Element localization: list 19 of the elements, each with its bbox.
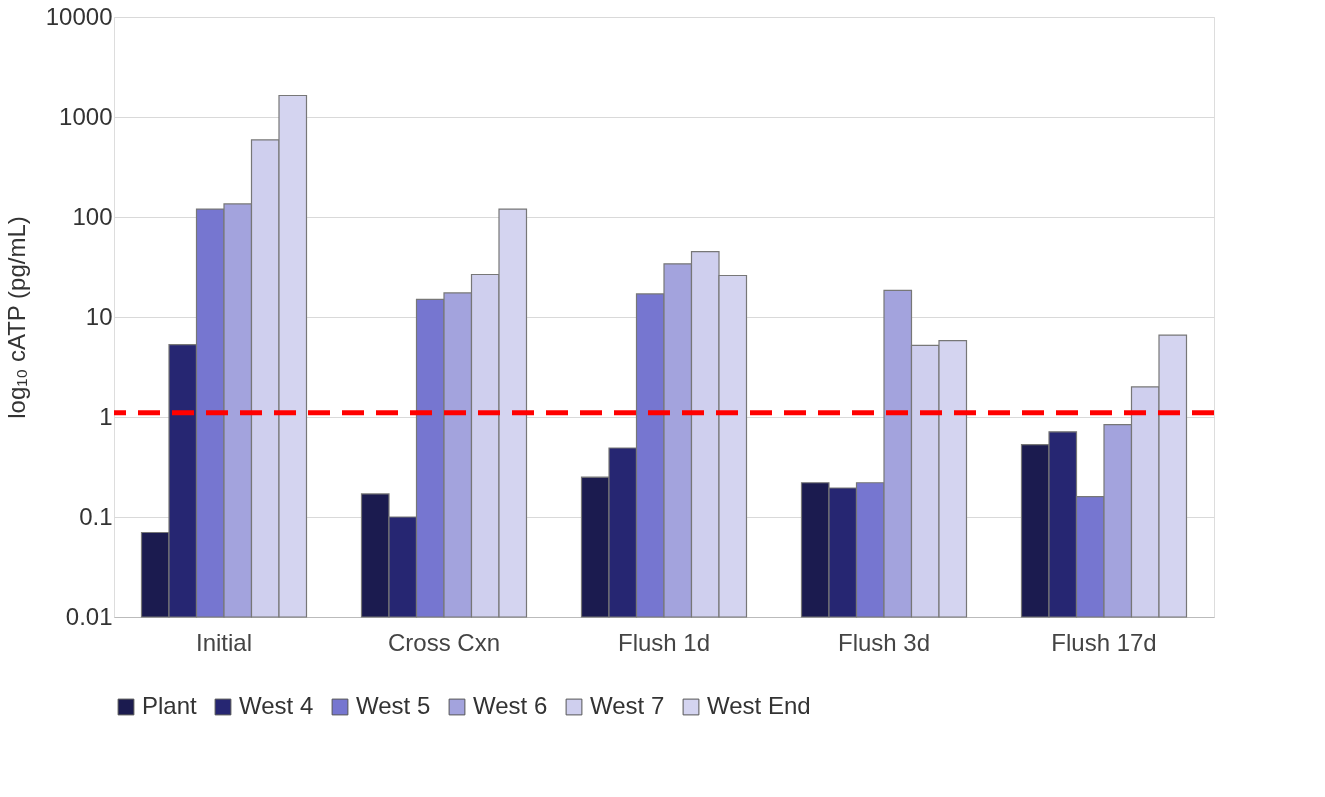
- x-tick-label: Flush 1d: [617, 628, 711, 656]
- y-tick-label: 0.01: [65, 602, 113, 630]
- x-tick-label: Cross Cxn: [387, 628, 501, 656]
- y-tick-label: 0.1: [79, 502, 113, 530]
- legend-label: Plant: [142, 692, 198, 719]
- x-tick-label: Flush 3d: [837, 628, 931, 656]
- x-tick-label: Initial: [195, 628, 253, 656]
- y-tick-label: 10000: [45, 2, 113, 30]
- legend-label: West 6: [473, 692, 548, 719]
- x-tick-label: Flush 17d: [1051, 628, 1157, 656]
- y-tick-label: 1000: [59, 102, 113, 130]
- legend-label: West End: [707, 692, 811, 719]
- legend-label: West 7: [590, 692, 665, 719]
- y-tick-label: 10: [85, 302, 113, 330]
- y-axis-title: log₁₀ cATP (pg/mL): [2, 216, 30, 419]
- y-tick-label: 1: [99, 402, 113, 430]
- y-tick-label: 100: [72, 202, 113, 230]
- legend-label: West 5: [356, 692, 431, 719]
- legend-label: West 4: [239, 692, 314, 719]
